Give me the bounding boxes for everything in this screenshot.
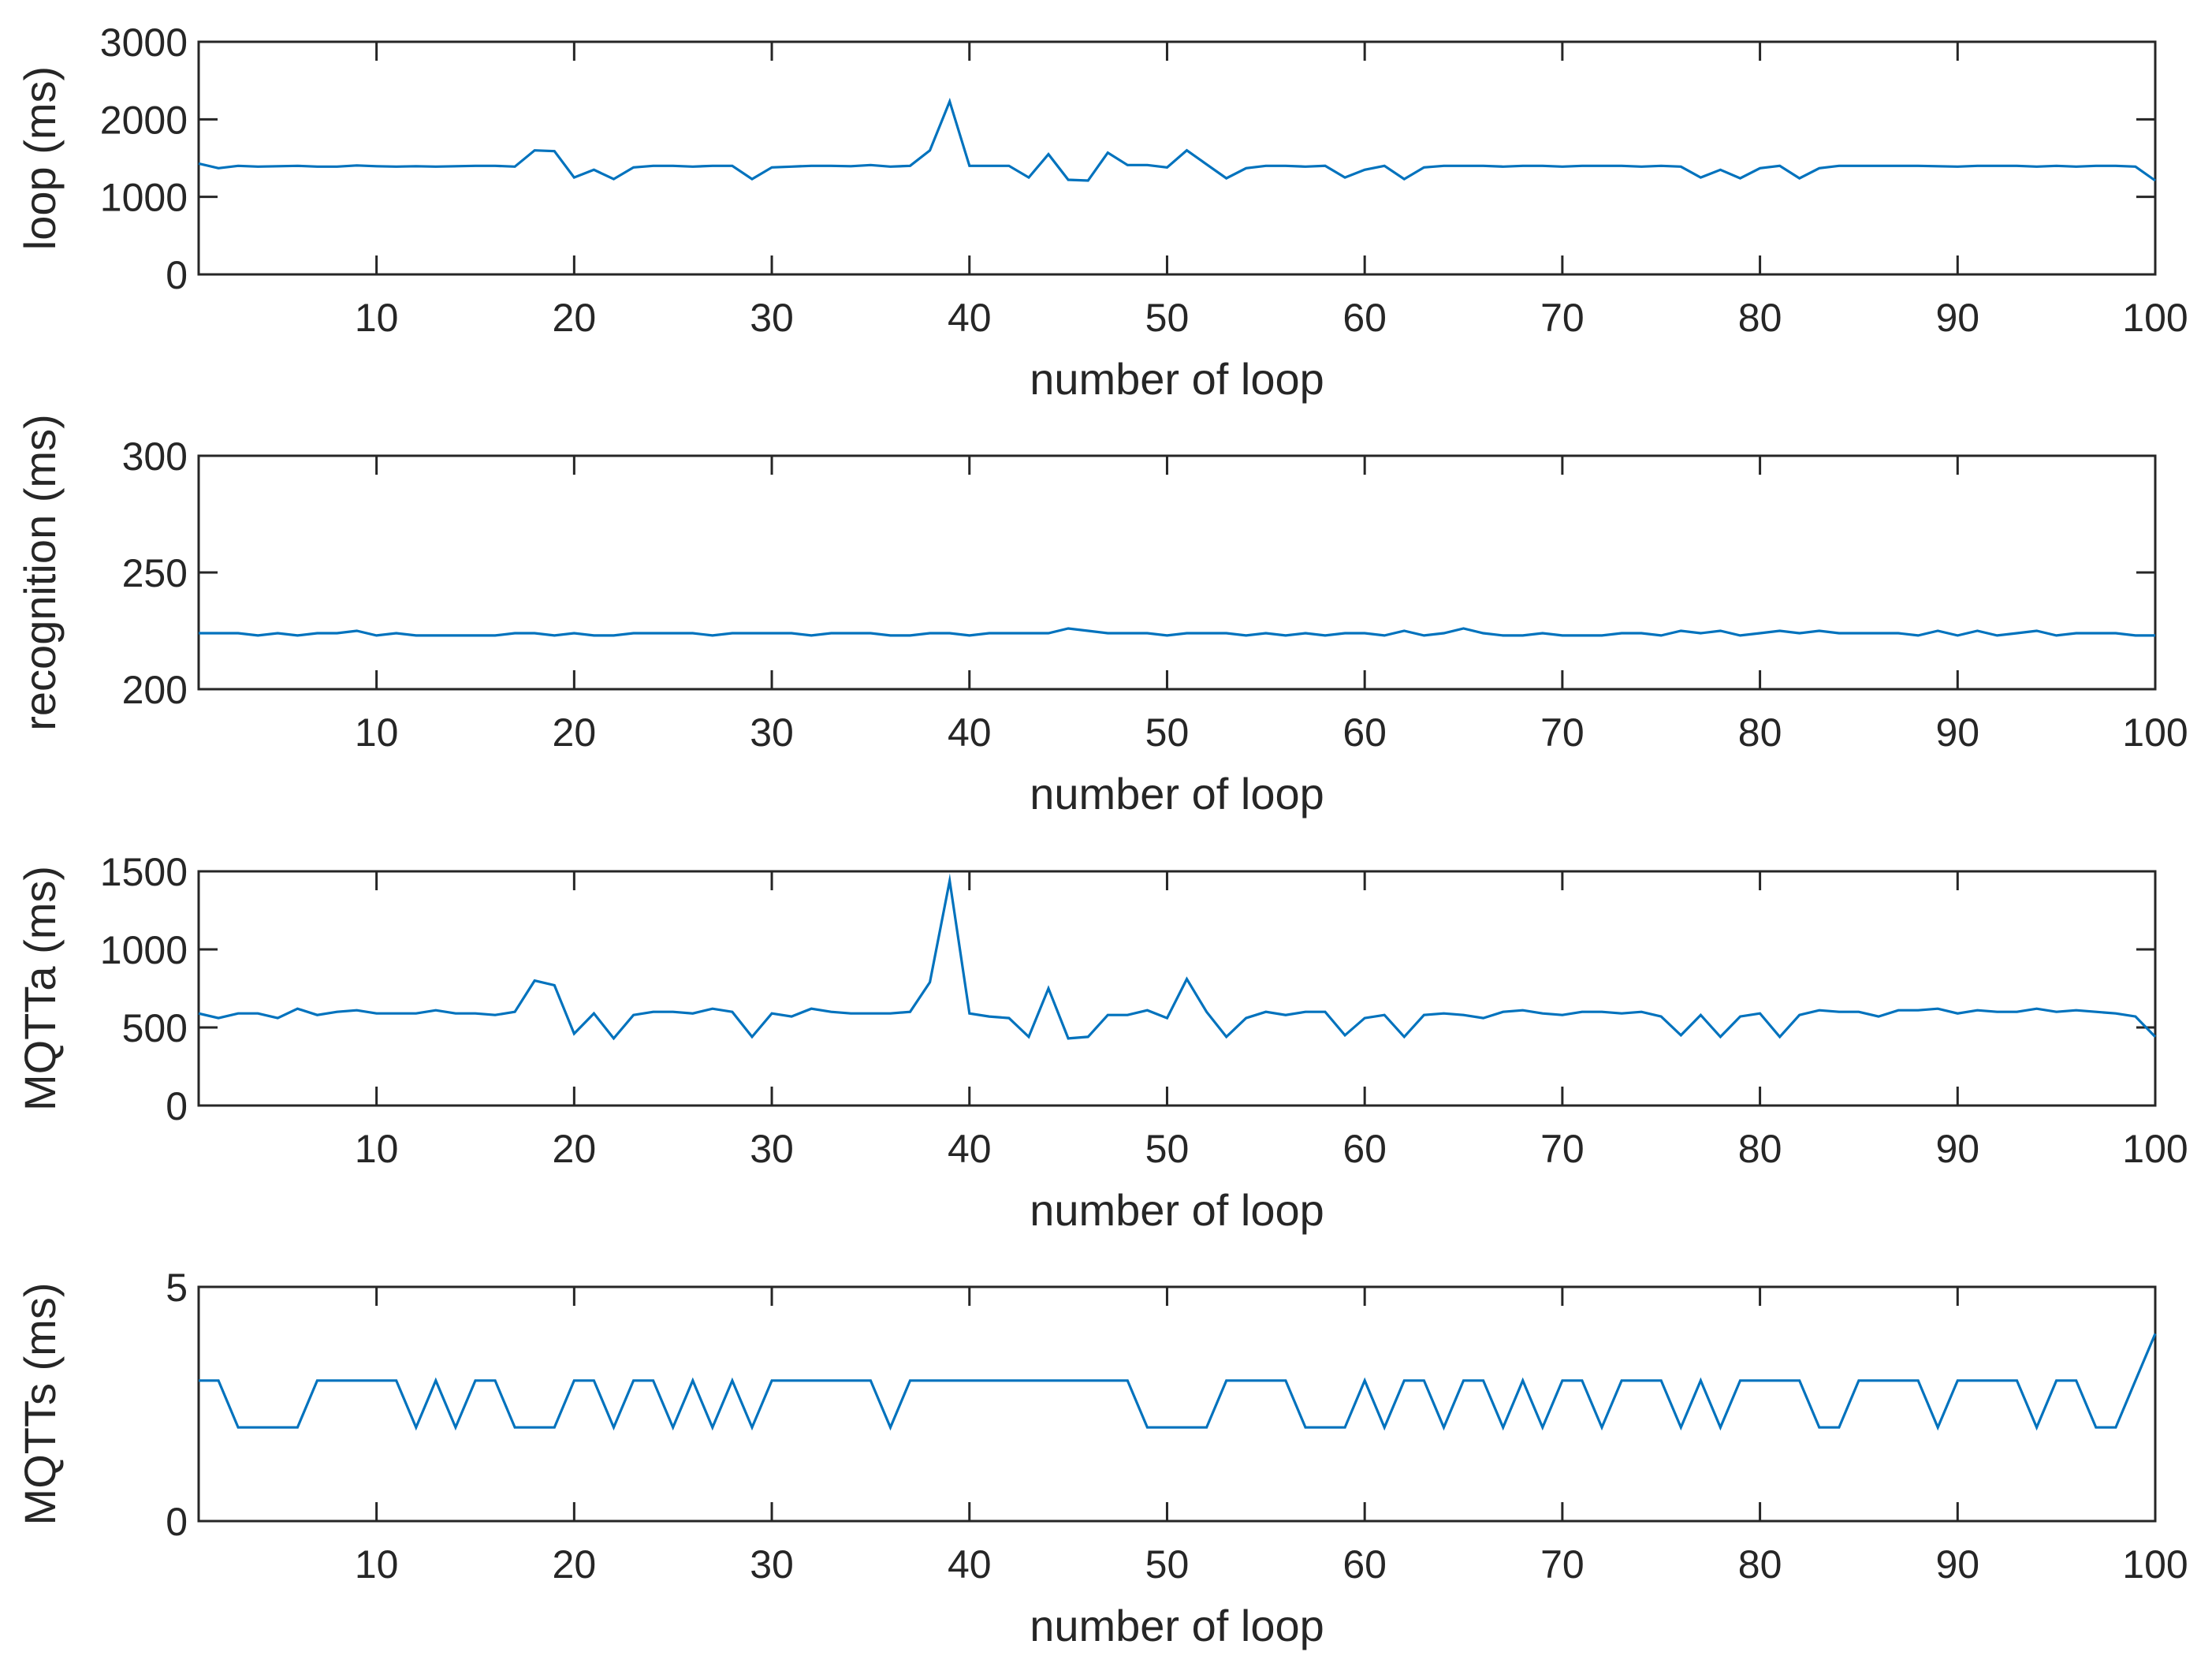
x-tick-label: 100 xyxy=(2122,710,2188,755)
x-tick-label: 90 xyxy=(1935,296,1979,340)
x-tick-label: 70 xyxy=(1540,710,1585,755)
series-line xyxy=(198,873,2157,1041)
y-axis-label: MQTTa (ms) xyxy=(15,866,65,1111)
y-tick-label: 2000 xyxy=(100,98,188,142)
subplot-4: 10 20 30 40 50 60 70 80 90 100 0 5 number of loop MQT… xyxy=(15,1266,2188,1650)
y-tick-label: 200 xyxy=(122,668,188,712)
x-tick-label: 30 xyxy=(750,1542,794,1587)
x-tick-label: 90 xyxy=(1935,1542,1979,1587)
x-axis-label: number of loop xyxy=(1030,354,1324,404)
x-tick-label: 40 xyxy=(948,296,992,340)
x-tick-label: 10 xyxy=(355,296,399,340)
x-tick-label: 10 xyxy=(355,1127,399,1171)
x-tick-label: 50 xyxy=(1145,1127,1190,1171)
x-tick-label: 80 xyxy=(1738,710,1782,755)
x-tick-label: 30 xyxy=(750,710,794,755)
x-tick-label: 40 xyxy=(948,710,992,755)
x-tick-label: 20 xyxy=(553,1127,597,1171)
y-tick-label: 5 xyxy=(166,1266,188,1310)
x-tick-label: 80 xyxy=(1738,1127,1782,1171)
x-tick-label: 40 xyxy=(948,1542,992,1587)
y-tick-label: 0 xyxy=(166,1084,188,1128)
y-tick-label: 0 xyxy=(166,1500,188,1544)
x-tick-label: 20 xyxy=(553,710,597,755)
x-tick-label: 100 xyxy=(2122,1542,2188,1587)
y-tick-label: 300 xyxy=(122,434,188,479)
x-tick-label: 100 xyxy=(2122,296,2188,340)
x-tick-label: 60 xyxy=(1342,710,1387,755)
series-line xyxy=(199,1333,2157,1431)
series-line xyxy=(199,627,2155,637)
x-tick-label: 30 xyxy=(750,296,794,340)
x-axis-label: number of loop xyxy=(1030,769,1324,818)
y-axis-label: MQTTs (ms) xyxy=(15,1283,65,1526)
subplot-1: 10 20 30 40 50 60 70 80 90 1000100020003000number… xyxy=(15,21,2188,404)
y-tick-label: 1000 xyxy=(100,928,188,972)
x-tick-label: 10 xyxy=(355,1542,399,1587)
x-tick-label: 100 xyxy=(2122,1127,2188,1171)
plot-area-frame xyxy=(197,1285,2157,1523)
subplot-3: 10 20 30 40 50 60 70 80 90 100050010001500number … xyxy=(15,850,2188,1235)
x-tick-label: 90 xyxy=(1935,710,1979,755)
y-tick-label: 0 xyxy=(166,253,188,297)
x-tick-label: 50 xyxy=(1145,296,1190,340)
x-axis-label: number of loop xyxy=(1030,1185,1324,1235)
y-tick-label: 250 xyxy=(122,551,188,595)
y-tick-label: 1000 xyxy=(100,176,188,220)
plot-area-frame xyxy=(197,870,2157,1107)
plot-area-frame xyxy=(197,454,2157,691)
y-tick-label: 3000 xyxy=(100,21,188,65)
y-tick-label: 500 xyxy=(122,1006,188,1050)
y-axis-label: recognition (ms) xyxy=(15,414,65,730)
x-tick-label: 10 xyxy=(355,710,399,755)
y-tick-label: 1500 xyxy=(100,850,188,894)
x-tick-label: 20 xyxy=(553,296,597,340)
subplot-2: 10 20 30 40 50 60 70 80 90 100 200 250 300 number of … xyxy=(15,414,2188,818)
x-tick-label: 80 xyxy=(1738,296,1782,340)
x-tick-label: 20 xyxy=(553,1542,597,1587)
x-tick-label: 60 xyxy=(1342,1542,1387,1587)
x-axis-label: number of loop xyxy=(1030,1601,1324,1650)
x-tick-label: 90 xyxy=(1935,1127,1979,1171)
x-tick-label: 60 xyxy=(1342,1127,1387,1171)
x-tick-label: 70 xyxy=(1540,1542,1585,1587)
x-tick-label: 30 xyxy=(750,1127,794,1171)
y-axis-label: loop (ms) xyxy=(15,66,65,250)
x-tick-label: 40 xyxy=(948,1127,992,1171)
x-tick-label: 70 xyxy=(1540,296,1585,340)
x-tick-label: 60 xyxy=(1342,296,1387,340)
x-tick-label: 50 xyxy=(1145,710,1190,755)
x-tick-label: 80 xyxy=(1738,1542,1782,1587)
series-line xyxy=(198,97,2156,182)
x-tick-label: 50 xyxy=(1145,1542,1190,1587)
x-tick-label: 70 xyxy=(1540,1127,1585,1171)
